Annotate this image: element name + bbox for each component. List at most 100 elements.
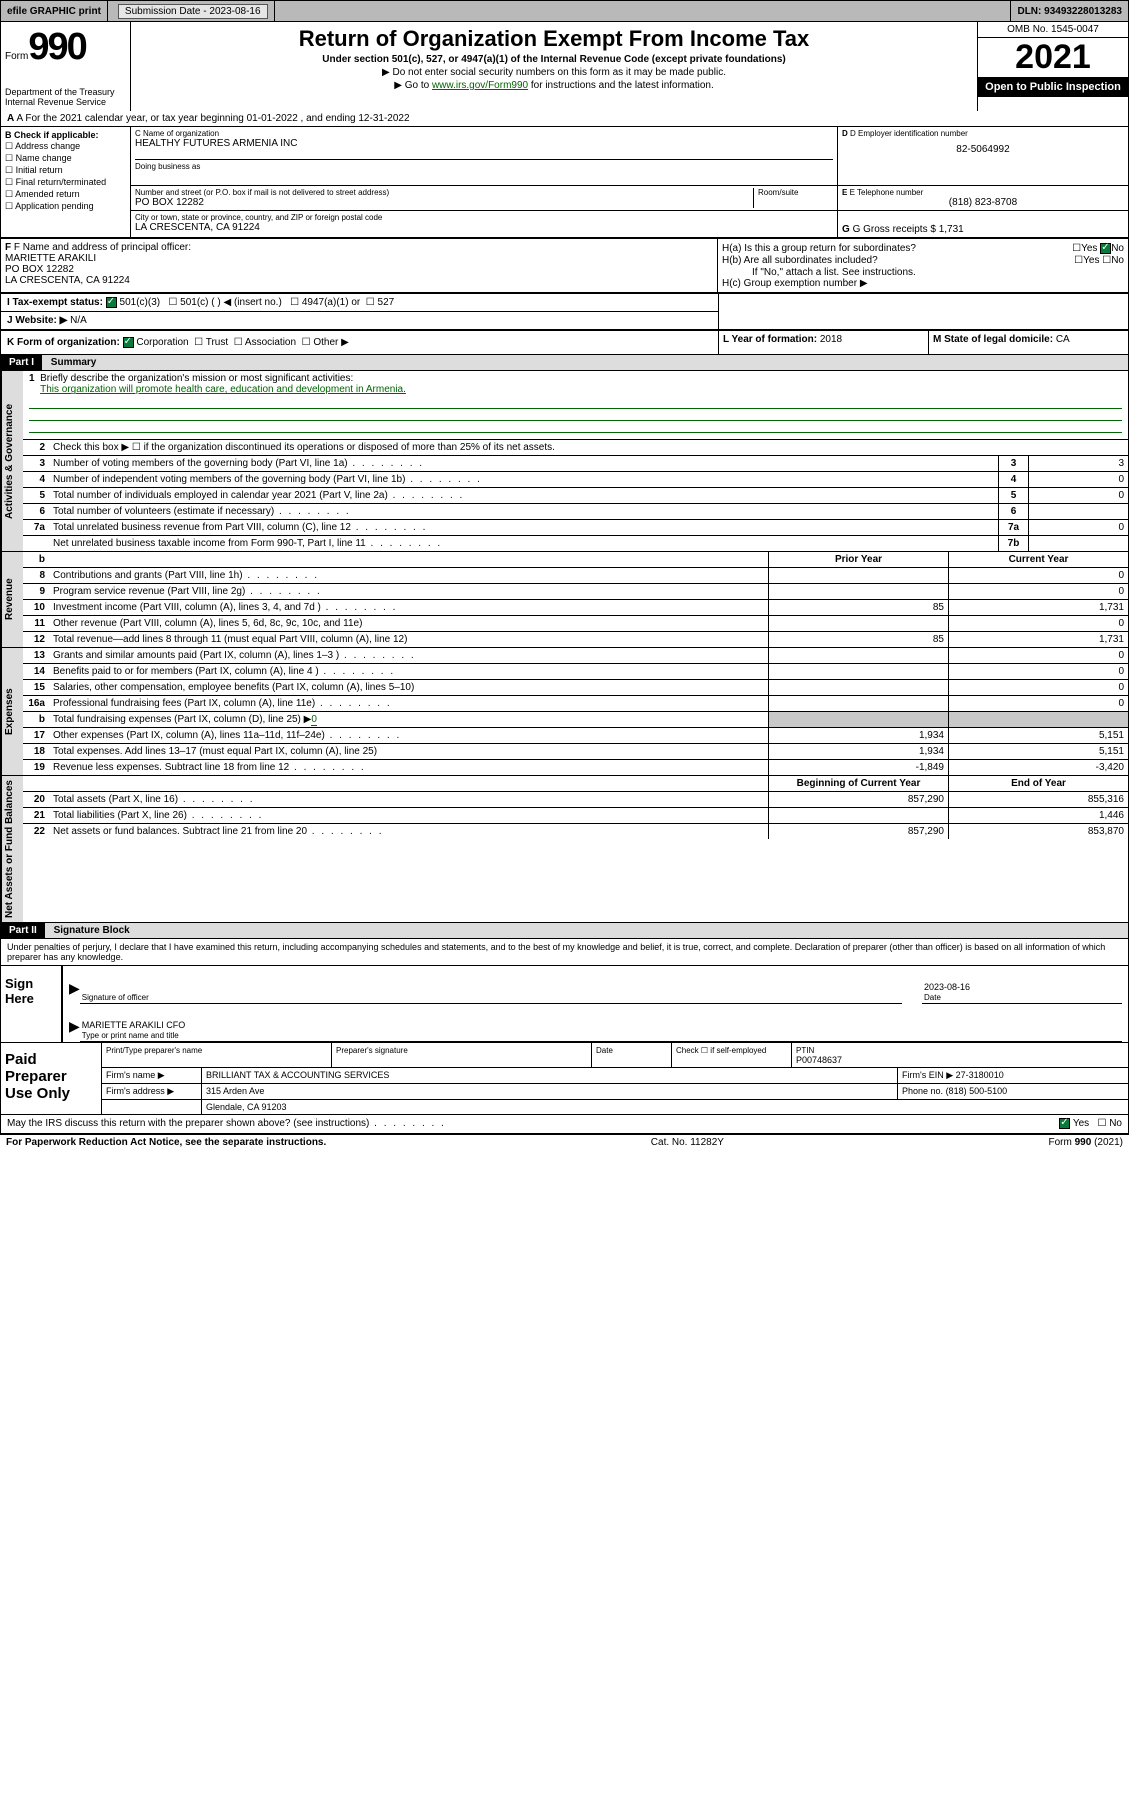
chk-amended[interactable]: ☐ Amended return [5, 189, 126, 200]
box-m: M State of legal domicile: CA [928, 331, 1128, 354]
firm-addr1: 315 Arden Ave [202, 1084, 898, 1099]
box-b-label: B Check if applicable: [5, 130, 99, 140]
website-value: N/A [70, 315, 87, 326]
line-4-val: 0 [1028, 472, 1128, 487]
i-501c3-icon [106, 297, 117, 308]
note-link: ▶ Go to www.irs.gov/Form990 for instruct… [135, 80, 973, 91]
firm-ein: Firm's EIN ▶ 27-3180010 [898, 1068, 1128, 1083]
box-l: L Year of formation: 2018 [718, 331, 928, 354]
irs-link[interactable]: www.irs.gov/Form990 [432, 80, 528, 91]
note-ssn: ▶ Do not enter social security numbers o… [135, 67, 973, 78]
chk-initial[interactable]: ☐ Initial return [5, 165, 126, 176]
preparer-signature[interactable]: Preparer's signature [332, 1043, 592, 1067]
box-e: E E Telephone number (818) 823-8708 [838, 186, 1128, 211]
submission-date-button[interactable]: Submission Date - 2023-08-16 [118, 4, 268, 19]
open-public-badge: Open to Public Inspection [978, 77, 1128, 97]
section-klm: K Form of organization: Corporation ☐ Tr… [0, 330, 1129, 355]
arrow-icon: ▶ [69, 970, 80, 1004]
org-name: HEALTHY FUTURES ARMENIA INC [135, 138, 833, 149]
footer-catno: Cat. No. 11282Y [651, 1137, 724, 1148]
mission-text: This organization will promote health ca… [40, 384, 406, 395]
line-6: Total number of volunteers (estimate if … [49, 504, 998, 519]
box-g: G G Gross receipts $ 1,731 [838, 211, 1128, 237]
line-16b: Total fundraising expenses (Part IX, col… [49, 712, 768, 727]
self-employed[interactable]: Check ☐ if self-employed [672, 1043, 792, 1067]
page-footer: For Paperwork Reduction Act Notice, see … [0, 1134, 1129, 1150]
ein-value: 82-5064992 [842, 144, 1124, 155]
firm-phone: Phone no. (818) 500-5100 [898, 1084, 1128, 1099]
footer-left: For Paperwork Reduction Act Notice, see … [6, 1137, 326, 1148]
gross-receipts: 1,731 [939, 224, 964, 235]
sign-here-label: Sign Here [1, 966, 61, 1042]
box-b: B Check if applicable: ☐ Address change … [1, 127, 131, 237]
line-6-val [1028, 504, 1128, 519]
chk-address[interactable]: ☐ Address change [5, 141, 126, 152]
hc-label: H(c) Group exemption number ▶ [722, 278, 1124, 289]
topbar: efile GRAPHIC print Submission Date - 20… [0, 0, 1129, 22]
section-ij: I Tax-exempt status: 501(c)(3) ☐ 501(c) … [0, 293, 1129, 330]
arrow-icon: ▶ [69, 1008, 80, 1042]
line-21: Total liabilities (Part X, line 26) [49, 808, 768, 823]
line-14: Benefits paid to or for members (Part IX… [49, 664, 768, 679]
form-header: Form990 Department of the Treasury Inter… [0, 22, 1129, 111]
box-i: I Tax-exempt status: 501(c)(3) ☐ 501(c) … [1, 294, 718, 312]
line-12: Total revenue—add lines 8 through 11 (mu… [49, 632, 768, 647]
officer-signature[interactable]: Signature of officer [80, 970, 902, 1004]
form-subtitle: Under section 501(c), 527, or 4947(a)(1)… [135, 54, 973, 65]
section-fh: F F Name and address of principal office… [0, 238, 1129, 293]
line-2: Check this box ▶ ☐ if the organization d… [49, 440, 1128, 455]
line-11: Other revenue (Part VIII, column (A), li… [49, 616, 768, 631]
box-h: H(a) Is this a group return for subordin… [718, 239, 1128, 292]
line-7b-val [1028, 536, 1128, 551]
line-7a-val: 0 [1028, 520, 1128, 535]
line-10: Investment income (Part VIII, column (A)… [49, 600, 768, 615]
chk-pending[interactable]: ☐ Application pending [5, 201, 126, 212]
firm-addr2: Glendale, CA 91203 [202, 1100, 1128, 1114]
tax-year: 2021 [978, 38, 1128, 77]
form-title: Return of Organization Exempt From Incom… [135, 26, 973, 52]
current-year-hdr: Current Year [948, 552, 1128, 567]
line-20: Total assets (Part X, line 16) [49, 792, 768, 807]
firm-name: BRILLIANT TAX & ACCOUNTING SERVICES [202, 1068, 898, 1083]
firm-addr-label: Firm's address ▶ [102, 1084, 202, 1099]
line-17: Other expenses (Part IX, column (A), lin… [49, 728, 768, 743]
line-7a: Total unrelated business revenue from Pa… [49, 520, 998, 535]
phone-value: (818) 823-8708 [842, 197, 1124, 208]
box-c-street: Number and street (or P.O. box if mail i… [131, 186, 837, 211]
line-13: Grants and similar amounts paid (Part IX… [49, 648, 768, 663]
line-5-val: 0 [1028, 488, 1128, 503]
box-k: K Form of organization: Corporation ☐ Tr… [1, 331, 718, 354]
vtab-expenses: Expenses [1, 648, 23, 775]
line-9: Program service revenue (Part VIII, line… [49, 584, 768, 599]
line-5: Total number of individuals employed in … [49, 488, 998, 503]
prior-year-hdr: Prior Year [768, 552, 948, 567]
preparer-date: Date [592, 1043, 672, 1067]
sign-here-block: Sign Here ▶ Signature of officer 2023-08… [0, 966, 1129, 1043]
chk-final[interactable]: ☐ Final return/terminated [5, 177, 126, 188]
firm-name-label: Firm's name ▶ [102, 1068, 202, 1083]
city-value: LA CRESCENTA, CA 91224 [135, 222, 833, 233]
paid-preparer-label: Paid Preparer Use Only [1, 1043, 101, 1114]
officer-name: MARIETTE ARAKILI [5, 253, 96, 264]
summary-netassets: Net Assets or Fund Balances Beginning of… [0, 776, 1129, 923]
box-d: D D Employer identification number 82-50… [838, 127, 1128, 186]
chk-name[interactable]: ☐ Name change [5, 153, 126, 164]
street-value: PO BOX 12282 [135, 197, 753, 208]
vtab-netassets: Net Assets or Fund Balances [1, 776, 23, 922]
line-3: Number of voting members of the governin… [49, 456, 998, 471]
box-c-city: City or town, state or province, country… [131, 211, 837, 235]
begin-year-hdr: Beginning of Current Year [768, 776, 948, 791]
form-number: 990 [28, 26, 85, 68]
line-16a: Professional fundraising fees (Part IX, … [49, 696, 768, 711]
line-8: Contributions and grants (Part VIII, lin… [49, 568, 768, 583]
part1-header: Part I Summary [0, 355, 1129, 371]
paid-preparer-block: Paid Preparer Use Only Print/Type prepar… [0, 1043, 1129, 1115]
box-f: F F Name and address of principal office… [1, 239, 718, 292]
officer-name-title: MARIETTE ARAKILI CFOType or print name a… [80, 1008, 1122, 1042]
omb-col: OMB No. 1545-0047 2021 Open to Public In… [978, 22, 1128, 111]
preparer-name[interactable]: Print/Type preparer's name [102, 1043, 332, 1067]
line-22: Net assets or fund balances. Subtract li… [49, 824, 768, 839]
hb-no-icon [1100, 243, 1111, 254]
summary-activities: Activities & Governance 1 Briefly descri… [0, 371, 1129, 552]
summary-expenses: Expenses 13Grants and similar amounts pa… [0, 648, 1129, 776]
